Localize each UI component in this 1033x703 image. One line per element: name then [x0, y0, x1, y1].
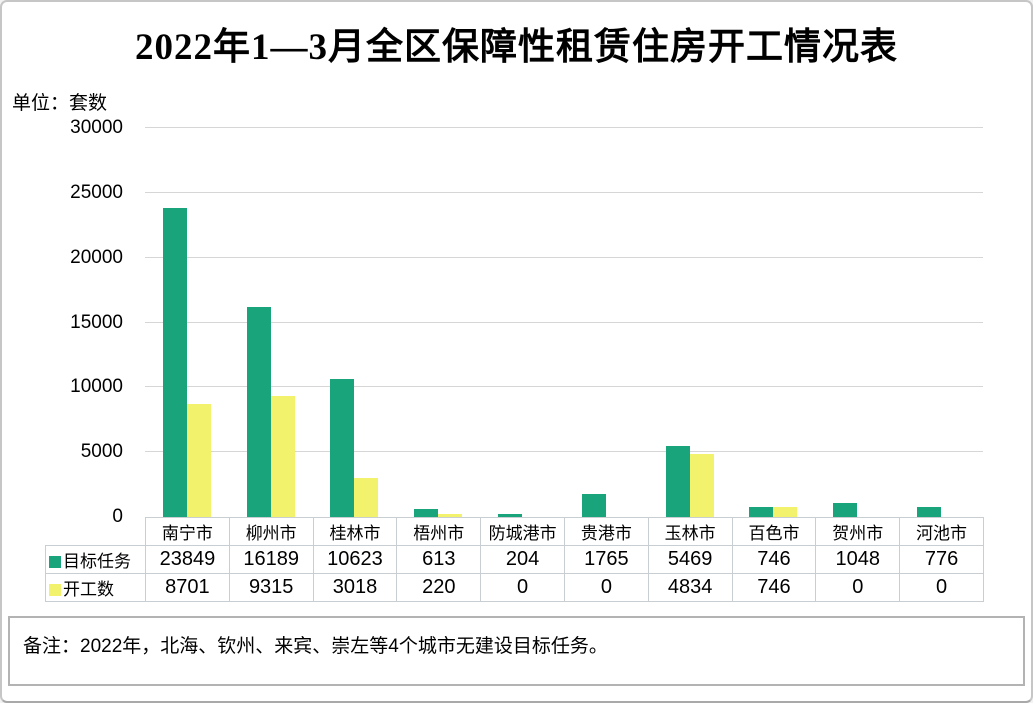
chart-title: 2022年1—3月全区保障性租赁住房开工情况表 — [135, 27, 898, 68]
value-cell: 16189 — [228, 545, 314, 574]
bar-group — [145, 128, 229, 517]
note-text: 备注：2022年，北海、钦州、来宾、崇左等4个城市无建设目标任务。 — [23, 636, 608, 657]
开工数-bar — [438, 514, 463, 517]
bar-group — [396, 128, 480, 517]
目标任务-bar — [665, 446, 690, 517]
gridline — [145, 451, 983, 453]
table-corner-cell — [46, 518, 146, 546]
city-header-cell: 桂林市 — [312, 517, 398, 546]
y-tick-label: 25000 — [70, 181, 123, 203]
开工数-bar — [186, 404, 211, 517]
value-cell: 613 — [396, 545, 482, 574]
y-tick-label: 10000 — [70, 376, 123, 398]
目标任务-bar — [414, 509, 439, 517]
目标任务-bar — [246, 307, 271, 517]
value-cell: 10623 — [312, 545, 398, 574]
bar-group — [732, 128, 816, 517]
city-header-cell: 贵港市 — [563, 517, 649, 546]
note-box: 备注：2022年，北海、钦州、来宾、崇左等4个城市无建设目标任务。 — [8, 616, 1025, 686]
value-cell: 746 — [731, 573, 817, 602]
目标任务-bar — [917, 506, 942, 517]
value-cell: 9315 — [228, 573, 314, 602]
value-cell: 746 — [731, 545, 817, 574]
value-cell: 776 — [899, 545, 984, 574]
city-header-cell: 柳州市 — [228, 517, 314, 546]
开工数-bar — [689, 454, 714, 517]
city-header-cell: 南宁市 — [145, 517, 230, 546]
value-cell: 0 — [815, 573, 901, 602]
bars-container — [145, 128, 983, 517]
value-cell: 1765 — [563, 545, 649, 574]
目标任务-bar — [581, 494, 606, 517]
plot-area — [145, 127, 983, 517]
data-table: 南宁市 柳州市 桂林市 梧州市 防城港市 贵港市 玉林市 百色市 贺州市 河池市 目标任务 23849… — [45, 517, 984, 602]
bar-group — [899, 128, 983, 517]
value-cell: 204 — [480, 545, 565, 574]
gridline — [145, 191, 983, 193]
开工数-bar — [354, 477, 379, 517]
y-tick-label: 5000 — [80, 441, 123, 463]
value-cell: 0 — [480, 573, 565, 602]
city-header-cell: 百色市 — [731, 517, 817, 546]
目标任务-bar — [749, 507, 774, 517]
开工数-bar — [773, 507, 798, 517]
y-axis-labels: 0 5000 10000 15000 20000 25000 30000 — [2, 117, 133, 527]
目标任务-bar — [498, 514, 523, 517]
y-tick-label: 0 — [112, 506, 123, 527]
bar-group — [815, 128, 899, 517]
city-header-cell: 河池市 — [899, 517, 984, 546]
gridline — [145, 386, 983, 388]
city-header-cell: 贺州市 — [815, 517, 901, 546]
value-cell: 5469 — [647, 545, 733, 574]
gridline — [145, 256, 983, 258]
table-header-row: 南宁市 柳州市 桂林市 梧州市 防城港市 贵港市 玉林市 百色市 贺州市 河池市 — [46, 517, 984, 546]
gridline — [145, 127, 983, 128]
bar-group — [229, 128, 313, 517]
value-cell: 23849 — [145, 545, 230, 574]
目标任务-bar — [162, 207, 187, 517]
value-cell: 1048 — [815, 545, 901, 574]
y-tick-label: 20000 — [70, 246, 123, 268]
city-header-cell: 梧州市 — [396, 517, 482, 546]
bar-group — [564, 128, 648, 517]
value-cell: 3018 — [312, 573, 398, 602]
table-row: 开工数 8701 9315 3018 220 0 0 4834 746 0 0 — [45, 573, 984, 602]
bar-group — [313, 128, 397, 517]
开工数-bar — [270, 396, 295, 517]
city-header-cell: 玉林市 — [647, 517, 733, 546]
value-cell: 0 — [899, 573, 984, 602]
legend-swatch-icon — [49, 556, 61, 568]
legend-swatch-icon — [49, 584, 61, 596]
value-cell: 8701 — [145, 573, 230, 602]
legend-cell: 开工数 — [45, 573, 146, 602]
legend-cell: 目标任务 — [45, 545, 146, 574]
value-cell: 220 — [396, 573, 482, 602]
city-header-cell: 防城港市 — [480, 517, 565, 546]
目标任务-bar — [330, 379, 355, 517]
unit-label: 单位：套数 — [12, 93, 108, 114]
value-cell: 4834 — [647, 573, 733, 602]
y-tick-label: 30000 — [70, 117, 123, 138]
y-tick-label: 15000 — [70, 311, 123, 333]
gridline — [145, 321, 983, 323]
value-cell: 0 — [563, 573, 649, 602]
bar-group — [648, 128, 732, 517]
目标任务-bar — [833, 503, 858, 517]
table-row: 目标任务 23849 16189 10623 613 204 1765 5469 746 1048… — [45, 545, 984, 574]
bar-group — [480, 128, 564, 517]
